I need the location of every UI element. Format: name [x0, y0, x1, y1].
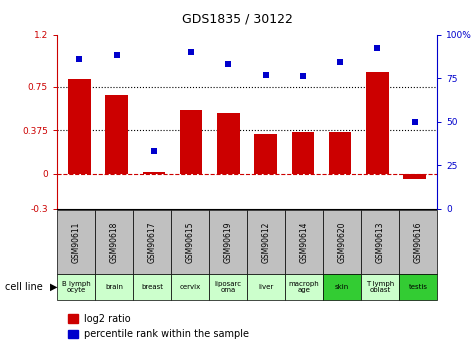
Point [187, 49, 195, 55]
Bar [255, 135, 277, 174]
Text: GSM90617: GSM90617 [148, 221, 156, 263]
Bar [209, 210, 247, 274]
Bar [403, 174, 426, 178]
Point [374, 46, 381, 51]
Text: GSM90620: GSM90620 [338, 221, 346, 263]
Bar [133, 274, 171, 300]
Bar [329, 132, 352, 174]
Text: percentile rank within the sample: percentile rank within the sample [84, 329, 249, 339]
Bar [105, 95, 128, 174]
Text: skin: skin [335, 284, 349, 290]
Text: GSM90613: GSM90613 [376, 221, 384, 263]
Text: testis: testis [408, 284, 428, 290]
Point [225, 61, 232, 67]
Text: GSM90618: GSM90618 [110, 222, 118, 263]
Bar [57, 210, 95, 274]
Text: GSM90616: GSM90616 [414, 221, 422, 263]
Text: brain: brain [105, 284, 123, 290]
Point [411, 119, 418, 125]
Bar [366, 72, 389, 174]
Text: T lymph
oblast: T lymph oblast [366, 281, 394, 294]
Text: cervix: cervix [180, 284, 200, 290]
Text: GSM90611: GSM90611 [72, 222, 80, 263]
Text: log2 ratio: log2 ratio [84, 314, 131, 324]
Text: GSM90619: GSM90619 [224, 221, 232, 263]
Bar [142, 171, 165, 174]
Bar [67, 330, 78, 338]
Bar [285, 274, 323, 300]
Text: GSM90614: GSM90614 [300, 221, 308, 263]
Point [76, 56, 83, 62]
Text: ▶: ▶ [50, 282, 57, 292]
Bar [67, 314, 78, 323]
Point [262, 72, 269, 77]
Bar [171, 274, 209, 300]
Bar [361, 274, 399, 300]
Bar [57, 274, 95, 300]
Point [113, 53, 120, 58]
Text: macroph
age: macroph age [289, 281, 319, 294]
Text: liposarc
oma: liposarc oma [214, 281, 242, 294]
Bar [323, 210, 361, 274]
Bar [171, 210, 209, 274]
Bar [399, 274, 437, 300]
Bar [217, 114, 239, 174]
Text: liver: liver [258, 284, 274, 290]
Bar [323, 274, 361, 300]
Point [336, 60, 344, 65]
Bar [247, 274, 285, 300]
Bar [133, 210, 171, 274]
Bar [95, 210, 133, 274]
Text: B lymph
ocyte: B lymph ocyte [62, 281, 90, 294]
Bar [247, 210, 285, 274]
Text: GDS1835 / 30122: GDS1835 / 30122 [182, 12, 293, 25]
Bar [399, 210, 437, 274]
Bar [292, 132, 314, 174]
Bar [95, 274, 133, 300]
Bar [361, 210, 399, 274]
Bar [209, 274, 247, 300]
Bar [180, 110, 202, 174]
Text: breast: breast [141, 284, 163, 290]
Point [299, 73, 307, 79]
Text: GSM90615: GSM90615 [186, 221, 194, 263]
Bar [285, 210, 323, 274]
Text: cell line: cell line [5, 282, 42, 292]
Bar [68, 79, 91, 174]
Text: GSM90612: GSM90612 [262, 222, 270, 263]
Point [150, 148, 158, 154]
